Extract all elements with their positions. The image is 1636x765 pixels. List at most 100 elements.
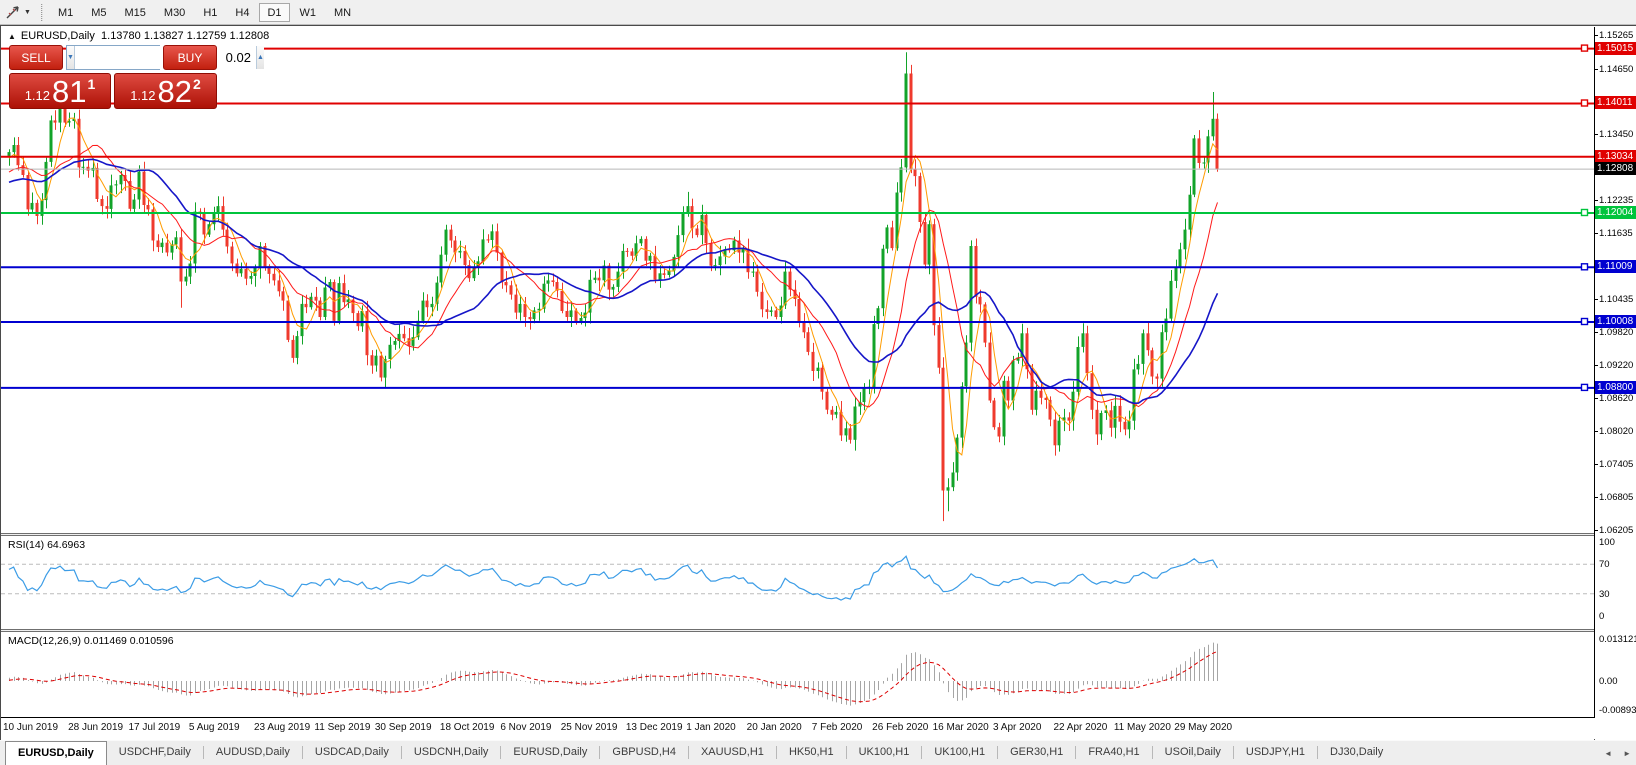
chart-symbol: EURUSD,Daily bbox=[20, 30, 95, 42]
timeframe-button-d1[interactable]: D1 bbox=[259, 2, 290, 22]
price-axis-tick: 1.06805 bbox=[1599, 491, 1634, 503]
chart-tab-uk100-h1[interactable]: UK100,H1 bbox=[858, 746, 910, 758]
chart-tab-eurusd-daily[interactable]: EURUSD,Daily bbox=[513, 746, 588, 758]
sell-price-big: 81 bbox=[52, 73, 87, 109]
buy-price-big: 82 bbox=[157, 73, 192, 109]
tab-scroll-left-icon[interactable]: ◄ bbox=[1604, 749, 1613, 758]
axis-tick-mark bbox=[1594, 529, 1598, 531]
date-label: 1 Jan 2020 bbox=[686, 722, 736, 733]
timeframe-button-m15[interactable]: M15 bbox=[117, 3, 154, 22]
price-axis-border bbox=[1594, 27, 1595, 717]
date-label: 18 Oct 2019 bbox=[439, 722, 495, 733]
timeframe-button-m1[interactable]: M1 bbox=[50, 3, 81, 22]
price-axis-tick: 1.08020 bbox=[1599, 425, 1634, 437]
price-axis-tick: 1.15265 bbox=[1599, 30, 1634, 41]
tab-scroll-arrows: ◄ ► bbox=[1604, 741, 1631, 765]
buy-button[interactable]: BUY bbox=[163, 45, 217, 70]
date-label: 23 Aug 2019 bbox=[253, 722, 311, 733]
panel-splitter[interactable] bbox=[1, 629, 1635, 632]
cursor-tool-button[interactable]: ▼ bbox=[0, 2, 35, 23]
price-axis-tick: 1.11635 bbox=[1599, 228, 1633, 240]
chart-tab-fra40-h1[interactable]: FRA40,H1 bbox=[1088, 746, 1140, 758]
time-axis[interactable]: 10 Jun 2019 28 Jun 2019 17 Jul 2019 5 Aug 2… bbox=[1, 718, 1594, 740]
buy-price-panel[interactable]: 1.12 82 2 bbox=[114, 73, 217, 109]
sell-button[interactable]: SELL bbox=[9, 45, 63, 70]
date-label: 11 Sep 2019 bbox=[314, 722, 371, 733]
chart-tab-eurusd-daily[interactable]: EURUSD,Daily bbox=[5, 741, 107, 765]
chevron-down-icon: ▼ bbox=[24, 8, 31, 16]
tab-scroll-right-icon[interactable]: ► bbox=[1623, 749, 1631, 758]
time-axis-border bbox=[1, 717, 1635, 718]
volume-increase-button[interactable]: ▲ bbox=[255, 46, 264, 69]
tab-divider bbox=[500, 746, 502, 759]
date-label: 26 Feb 2020 bbox=[872, 722, 929, 733]
macd-axis-tick: 0.00 bbox=[1599, 676, 1618, 687]
volume-decrease-button[interactable]: ▼ bbox=[67, 46, 75, 69]
tab-divider bbox=[775, 746, 777, 759]
axis-tick-mark bbox=[1594, 464, 1598, 466]
date-label: 6 Nov 2019 bbox=[500, 722, 552, 733]
tab-divider bbox=[1151, 746, 1153, 759]
macd-panel-canvas[interactable] bbox=[1, 632, 1594, 717]
tab-divider bbox=[301, 746, 303, 759]
chart-tab-hk50-h1[interactable]: HK50,H1 bbox=[788, 746, 834, 758]
timeframe-button-w1[interactable]: W1 bbox=[292, 3, 325, 22]
level-price-label: 1.10008 bbox=[1595, 314, 1636, 328]
level-price-label: 1.14011 bbox=[1595, 96, 1636, 110]
chart-tab-ger30-h1[interactable]: GER30,H1 bbox=[1010, 746, 1064, 758]
chart-tab-xauusd-h1[interactable]: XAUUSD,H1 bbox=[700, 746, 764, 758]
main-chart-canvas[interactable] bbox=[1, 27, 1594, 533]
toolbar-grip[interactable] bbox=[40, 3, 43, 21]
chart-tab-dj30-daily[interactable]: DJ30,Daily bbox=[1330, 746, 1384, 758]
level-price-label: 1.12004 bbox=[1595, 206, 1636, 220]
sell-price-small: 1.12 bbox=[24, 88, 51, 103]
tab-divider bbox=[599, 746, 601, 759]
rsi-axis-tick: 100 bbox=[1599, 537, 1615, 548]
date-label: 5 Aug 2019 bbox=[188, 722, 240, 733]
buy-price-sup: 2 bbox=[193, 76, 201, 92]
tab-divider bbox=[1317, 746, 1319, 759]
chart-tab-usdchf-daily[interactable]: USDCHF,Daily bbox=[118, 746, 191, 758]
chart-tab-gbpusd-h4[interactable]: GBPUSD,H4 bbox=[612, 746, 676, 758]
sell-price-panel[interactable]: 1.12 81 1 bbox=[9, 73, 111, 109]
panel-splitter[interactable] bbox=[1, 533, 1635, 536]
tab-divider bbox=[921, 746, 923, 759]
timeframe-button-mn[interactable]: MN bbox=[326, 3, 359, 22]
level-price-label: 1.15015 bbox=[1595, 41, 1636, 55]
timeframe-button-h1[interactable]: H1 bbox=[195, 3, 225, 22]
rsi-label: RSI(14) 64.6963 bbox=[8, 539, 86, 551]
axis-tick-mark bbox=[1594, 496, 1598, 498]
price-axis-tick: 1.06205 bbox=[1599, 524, 1634, 536]
chart-tab-usdcnh-daily[interactable]: USDCNH,Daily bbox=[413, 746, 489, 758]
chart-tab-audusd-daily[interactable]: AUDUSD,Daily bbox=[215, 746, 290, 758]
rsi-panel-canvas[interactable] bbox=[1, 536, 1594, 629]
date-label: 22 Apr 2020 bbox=[1053, 722, 1108, 733]
volume-stepper: ▼ ▲ bbox=[66, 45, 264, 70]
price-axis[interactable]: 1.15265 1.14650 1.13450 1.12235 1.11635 1.104… bbox=[1594, 26, 1636, 741]
axis-tick-mark bbox=[1594, 35, 1598, 36]
date-label: 28 Jun 2019 bbox=[68, 722, 124, 733]
level-price-label: 1.08800 bbox=[1595, 380, 1636, 394]
macd-axis-tick: 0.013121 bbox=[1599, 633, 1636, 645]
tab-divider bbox=[687, 746, 689, 759]
tab-divider bbox=[400, 746, 402, 759]
tab-divider bbox=[845, 746, 847, 759]
tab-divider bbox=[997, 746, 999, 759]
timeframe-button-m30[interactable]: M30 bbox=[156, 3, 193, 22]
axis-tick-mark bbox=[1594, 364, 1598, 366]
chart-tab-uk100-h1[interactable]: UK100,H1 bbox=[934, 746, 986, 758]
macd-label: MACD(12,26,9) 0.011469 0.010596 bbox=[8, 635, 174, 647]
macd-axis-tick: -0.00893 bbox=[1599, 704, 1636, 716]
chart-tab-usdcad-daily[interactable]: USDCAD,Daily bbox=[314, 746, 389, 758]
axis-tick-mark bbox=[1594, 397, 1598, 399]
level-price-label: 1.13034 bbox=[1595, 149, 1636, 163]
chart-tab-usdjpy-h1[interactable]: USDJPY,H1 bbox=[1245, 746, 1306, 758]
timeframe-button-h4[interactable]: H4 bbox=[227, 3, 257, 22]
axis-tick-mark bbox=[1594, 200, 1598, 202]
chart-tab-usoil-daily[interactable]: USOil,Daily bbox=[1164, 746, 1221, 758]
chart-expand-icon[interactable]: ▲ bbox=[8, 31, 16, 41]
price-axis-tick: 1.13450 bbox=[1599, 129, 1634, 141]
timeframe-button-m5[interactable]: M5 bbox=[83, 3, 114, 22]
date-label: 16 Mar 2020 bbox=[932, 722, 989, 733]
